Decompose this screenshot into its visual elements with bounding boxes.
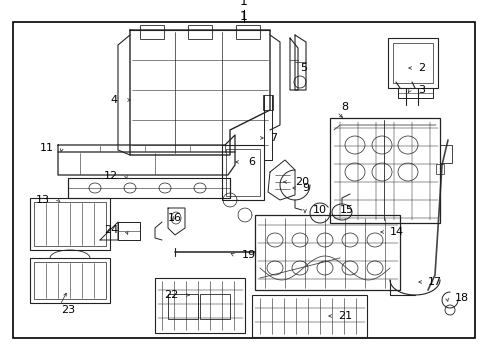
- Bar: [200, 294, 229, 319]
- Text: 18: 18: [454, 293, 468, 303]
- Bar: [168, 294, 198, 319]
- Bar: [30, 198, 110, 250]
- Bar: [387, 38, 437, 88]
- Text: 3: 3: [417, 85, 424, 95]
- Text: 14: 14: [389, 227, 403, 237]
- Text: 1: 1: [240, 10, 247, 23]
- Bar: [140, 25, 163, 39]
- Text: 24: 24: [103, 225, 118, 235]
- Text: 21: 21: [337, 311, 351, 321]
- Text: 6: 6: [247, 157, 254, 167]
- Text: 12: 12: [103, 171, 118, 181]
- Bar: [34, 202, 106, 246]
- Text: 16: 16: [168, 213, 182, 223]
- Bar: [263, 95, 272, 110]
- Text: 13: 13: [36, 195, 50, 205]
- Bar: [329, 118, 439, 223]
- Bar: [439, 145, 451, 163]
- Bar: [30, 258, 110, 303]
- Text: 2: 2: [417, 63, 424, 73]
- Bar: [392, 43, 432, 83]
- Bar: [155, 278, 244, 333]
- Text: 7: 7: [269, 133, 277, 143]
- Bar: [222, 145, 264, 200]
- Bar: [435, 164, 443, 174]
- Bar: [397, 88, 432, 98]
- Bar: [254, 215, 399, 290]
- Bar: [236, 25, 260, 39]
- Text: 1: 1: [240, 0, 247, 8]
- Text: 5: 5: [299, 63, 306, 73]
- Text: 10: 10: [312, 205, 326, 215]
- Bar: [187, 25, 212, 39]
- Text: 22: 22: [163, 290, 178, 300]
- Text: 20: 20: [294, 177, 308, 187]
- Text: 8: 8: [341, 102, 348, 112]
- Text: 9: 9: [302, 183, 308, 193]
- Bar: [251, 295, 366, 337]
- Bar: [34, 262, 106, 299]
- Bar: [13, 22, 474, 338]
- Text: 15: 15: [339, 205, 353, 215]
- Bar: [225, 149, 260, 196]
- Text: 17: 17: [427, 277, 441, 287]
- Text: 19: 19: [242, 250, 256, 260]
- Text: 23: 23: [61, 305, 75, 315]
- Text: 4: 4: [111, 95, 118, 105]
- Text: 11: 11: [40, 143, 54, 153]
